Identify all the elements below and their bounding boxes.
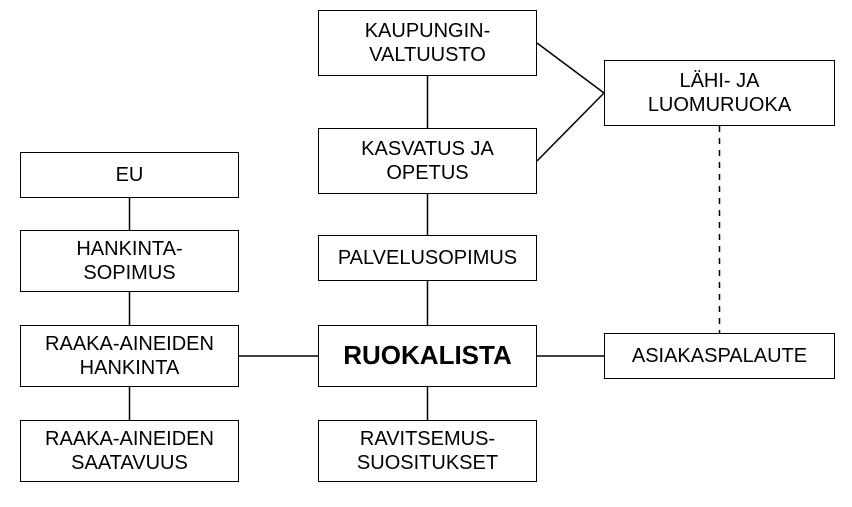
node-raaka_hankinta: RAAKA-AINEIDEN HANKINTA	[20, 325, 239, 387]
node-lahi_luomuruoka: LÄHI- JA LUOMURUOKA	[604, 60, 835, 126]
node-asiakaspalaute: ASIAKASPALAUTE	[604, 333, 835, 379]
node-palvelusopimus: PALVELUSOPIMUS	[318, 235, 537, 281]
node-kasvatus_opetus: KASVATUS JA OPETUS	[318, 128, 537, 194]
node-raaka_saatavuus: RAAKA-AINEIDEN SAATAVUUS	[20, 420, 239, 482]
node-ruokalista: RUOKALISTA	[318, 325, 537, 387]
node-ravitsemus: RAVITSEMUS- SUOSITUKSET	[318, 420, 537, 482]
node-eu: EU	[20, 152, 239, 198]
node-hankinta_sopimus: HANKINTA- SOPIMUS	[20, 230, 239, 292]
diagram-stage: KAUPUNGIN- VALTUUSTO LÄHI- JA LUOMURUOKA K…	[0, 0, 852, 507]
node-kaupungin_valtuusto: KAUPUNGIN- VALTUUSTO	[318, 10, 537, 76]
edge-kaupungin_valtuusto-lahi_luomuruoka	[537, 43, 604, 93]
edge-kasvatus_opetus-lahi_luomuruoka	[537, 93, 604, 161]
